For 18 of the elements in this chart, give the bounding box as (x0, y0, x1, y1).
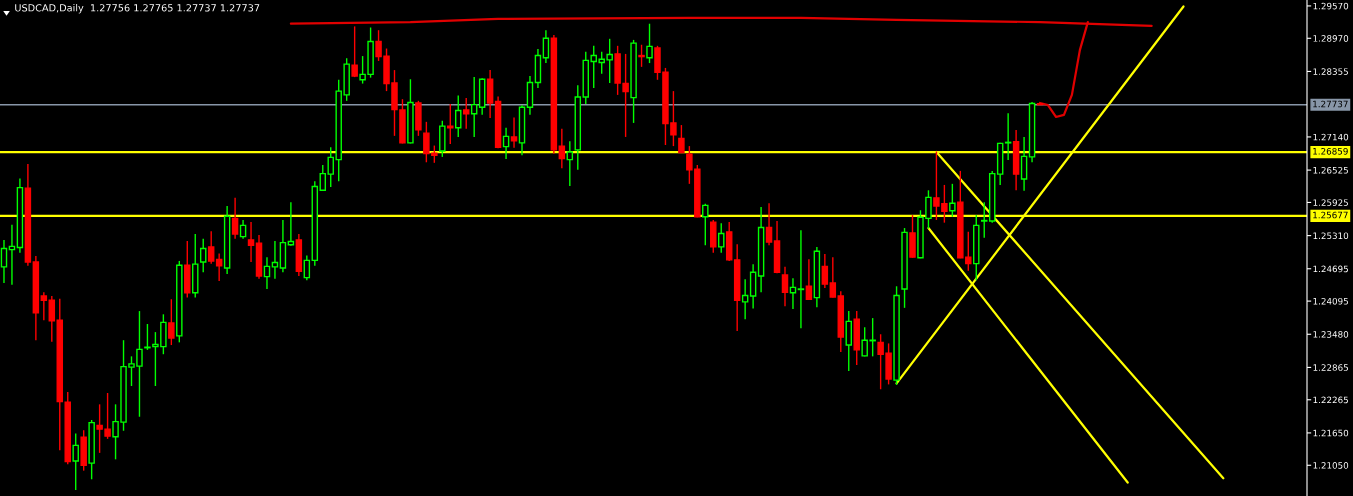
chart-title: USDCAD,Daily 1.27756 1.27765 1.27737 1.27737 (15, 3, 260, 14)
y-tick-label: 1.28355 (1313, 68, 1348, 75)
y-tick-label: 1.22865 (1313, 364, 1348, 371)
y-tick-label: 1.23480 (1313, 331, 1349, 338)
y-tick-label: 1.22265 (1313, 396, 1348, 404)
y-tick-label: 1.21050 (1313, 462, 1349, 469)
y-tick-label: 1.24695 (1313, 265, 1348, 273)
y-tick-label: 1.27140 (1313, 133, 1349, 141)
y-tick-label: 1.26525 (1313, 166, 1348, 174)
y-tick-label: 1.25310 (1313, 232, 1349, 240)
ref-line-label: 1.27737 (1313, 100, 1348, 108)
ref-line-label: 1.25677 (1313, 211, 1348, 219)
y-tick-label: 1.24095 (1313, 297, 1348, 305)
y-tick-label: 1.21650 (1313, 429, 1349, 437)
y-tick-label: 1.25925 (1313, 199, 1348, 206)
y-tick-label: 1.29570 (1313, 2, 1349, 10)
ref-line-label: 1.26859 (1313, 148, 1348, 155)
y-tick-label: 1.28970 (1313, 35, 1349, 42)
